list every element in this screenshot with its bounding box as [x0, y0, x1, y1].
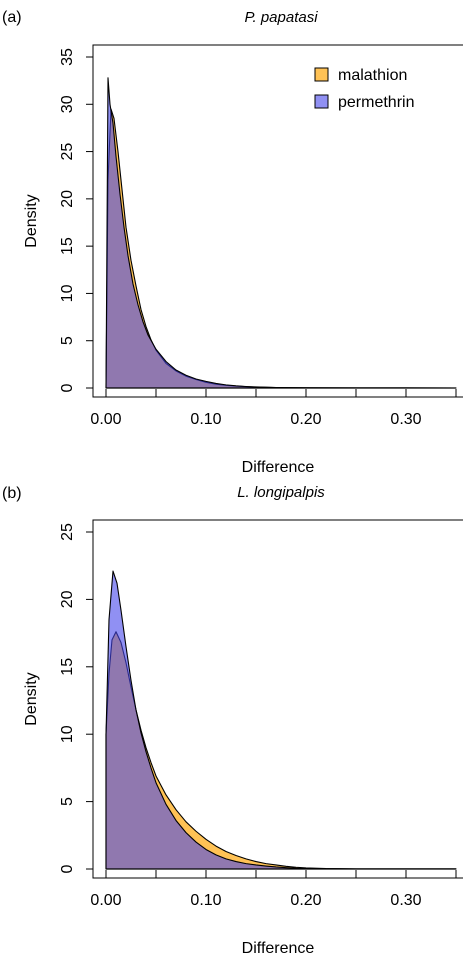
x-tick-label: 0.10: [190, 892, 221, 909]
y-tick-label: 5: [59, 336, 76, 345]
y-tick-label: 20: [59, 590, 76, 608]
y-tick-label: 20: [59, 190, 76, 208]
y-tick-label: 0: [59, 864, 76, 873]
density-area-malathion: [105, 108, 457, 389]
x-tick-label: 0.00: [90, 411, 121, 428]
y-tick-label: 30: [59, 95, 76, 113]
y-tick-label: 25: [59, 143, 76, 161]
panel-b-letter: (b): [2, 485, 22, 502]
x-tick-label: 0.30: [390, 892, 421, 909]
y-tick-label: 10: [59, 284, 76, 302]
x-tick-label: 0.30: [390, 411, 421, 428]
x-axis-label: Difference: [242, 940, 315, 957]
panel-b: (b) L. longipalpis 0.00 0.10 0.20 0.30 0 5 10 1…: [2, 484, 463, 957]
legend-label-malathion: malathion: [338, 67, 407, 84]
y-tick-label: 35: [59, 48, 76, 66]
x-tick-label: 0.20: [290, 892, 321, 909]
panel-a-title: P. papatasi: [244, 9, 318, 26]
y-tick-label: 15: [59, 237, 76, 255]
legend-swatch-permethrin: [314, 94, 329, 109]
y-axis-label: Density: [23, 194, 40, 247]
plot-frame: [92, 519, 463, 879]
panel-b-title: L. longipalpis: [237, 484, 325, 501]
x-tick-label: 0.20: [290, 411, 321, 428]
panel-a-letter: (a): [2, 9, 22, 26]
y-tick-label: 5: [59, 797, 76, 806]
legend-swatch-malathion: [314, 67, 329, 82]
x-tick-label: 0.10: [190, 411, 221, 428]
x-axis-label: Difference: [242, 459, 315, 476]
y-tick-label: 25: [59, 523, 76, 541]
plot-frame: [92, 44, 463, 398]
density-area-permethrin: [105, 570, 457, 870]
legend-label-permethrin: permethrin: [338, 94, 414, 111]
y-tick-label: 0: [59, 383, 76, 392]
y-axis-label: Density: [23, 672, 40, 725]
x-tick-label: 0.00: [90, 892, 121, 909]
density-area-permethrin: [105, 77, 457, 389]
y-tick-label: 15: [59, 658, 76, 676]
panel-a: (a) P. papatasi 0.00 0.10 0.20 0.30 0 5 10 15 20…: [2, 9, 463, 476]
y-tick-label: 10: [59, 725, 76, 743]
